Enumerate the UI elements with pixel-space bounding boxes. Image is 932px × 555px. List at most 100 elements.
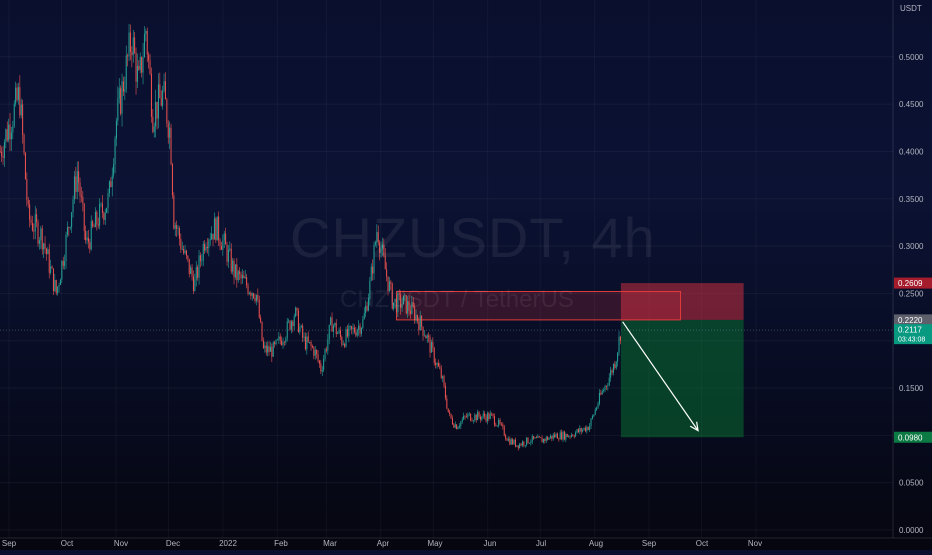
time-tick-label: Apr [377, 539, 390, 548]
candle-body [62, 260, 64, 266]
candle-body [619, 336, 621, 341]
candle-body [470, 413, 472, 421]
candle-body [307, 336, 309, 342]
candle-body [422, 326, 424, 336]
candle-body [502, 424, 504, 427]
candle-body [551, 435, 553, 439]
candle-body [113, 164, 115, 176]
candle-body [517, 445, 519, 449]
candle-body [443, 376, 445, 386]
candle-body [430, 342, 432, 353]
candle-body [533, 436, 535, 439]
candle-body [542, 438, 544, 443]
candle-body [99, 203, 101, 226]
candle-body [288, 320, 290, 322]
candle-body [388, 281, 390, 292]
candle-body [153, 126, 155, 133]
candle-body [97, 224, 99, 226]
candle-body [227, 249, 229, 262]
candle-body [360, 327, 362, 334]
candle-body [531, 436, 533, 442]
candle-body [251, 293, 253, 296]
candle-body [241, 275, 243, 279]
candle-body [503, 426, 505, 436]
candle-body [537, 436, 539, 438]
candle-body [51, 266, 53, 269]
candle-body [353, 327, 355, 333]
candle-body [166, 99, 168, 124]
candle-body [374, 242, 376, 245]
candle-body [162, 90, 164, 106]
candle-body [299, 327, 301, 333]
candle-body [250, 292, 252, 296]
candle-body [47, 249, 49, 255]
candle-body [495, 424, 497, 427]
candle-body [323, 359, 325, 370]
price-tick-label: 0.1500 [899, 384, 924, 393]
candle-body [167, 123, 169, 138]
candle-body [594, 409, 596, 415]
candle-body [321, 369, 323, 372]
candle-body [492, 413, 494, 417]
candle-body [176, 225, 178, 229]
candle-body [544, 438, 546, 442]
candle-body [178, 228, 180, 239]
candle-body [320, 363, 322, 372]
candle-body [457, 427, 459, 430]
candle-body [216, 216, 218, 241]
candle-body [87, 237, 89, 243]
time-tick-label: Nov [748, 539, 762, 548]
candle-body [408, 301, 410, 311]
candle-body [498, 419, 500, 426]
candle-body [17, 87, 19, 101]
candle-body [444, 385, 446, 399]
candle-body [463, 415, 465, 420]
candle-body [534, 437, 536, 439]
candle-body [22, 104, 24, 135]
candle-body [612, 364, 614, 373]
candle-body [328, 324, 330, 340]
candle-body [237, 271, 239, 281]
candle-body [104, 212, 106, 220]
candle-body [219, 240, 221, 247]
candle-body [442, 376, 444, 378]
time-tick-label: Feb [274, 539, 288, 548]
candle-body [384, 255, 386, 270]
candle-body [387, 276, 389, 292]
candle-body [409, 310, 411, 314]
candle-body [247, 285, 249, 294]
candle-body [121, 81, 123, 114]
candle-body [579, 428, 581, 432]
candle-body [171, 164, 173, 196]
candle-body [558, 438, 560, 440]
candle-body [173, 195, 175, 229]
time-tick-label: 2022 [219, 539, 237, 548]
candle-body [370, 266, 372, 281]
candle-body [541, 437, 543, 443]
candle-body [552, 434, 554, 439]
candle-body [136, 65, 138, 82]
candle-body [524, 445, 526, 446]
candle-body [563, 431, 565, 440]
candle-body [239, 271, 241, 274]
candle-body [381, 244, 383, 249]
candle-body [122, 81, 124, 92]
candle-body [390, 281, 392, 284]
candle-body [506, 438, 508, 441]
candle-body [206, 246, 208, 248]
candle-body [311, 346, 313, 348]
candle-body [41, 228, 43, 250]
candle-body [601, 391, 603, 395]
candle-body [93, 226, 95, 228]
candle-body [146, 30, 148, 55]
candle-body [68, 227, 70, 229]
candle-body [482, 413, 484, 417]
candle-body [8, 124, 10, 141]
candle-body [149, 60, 151, 74]
candle-body [169, 127, 171, 138]
candle-body [426, 335, 428, 339]
candle-body [114, 138, 116, 165]
candle-body [421, 315, 423, 327]
